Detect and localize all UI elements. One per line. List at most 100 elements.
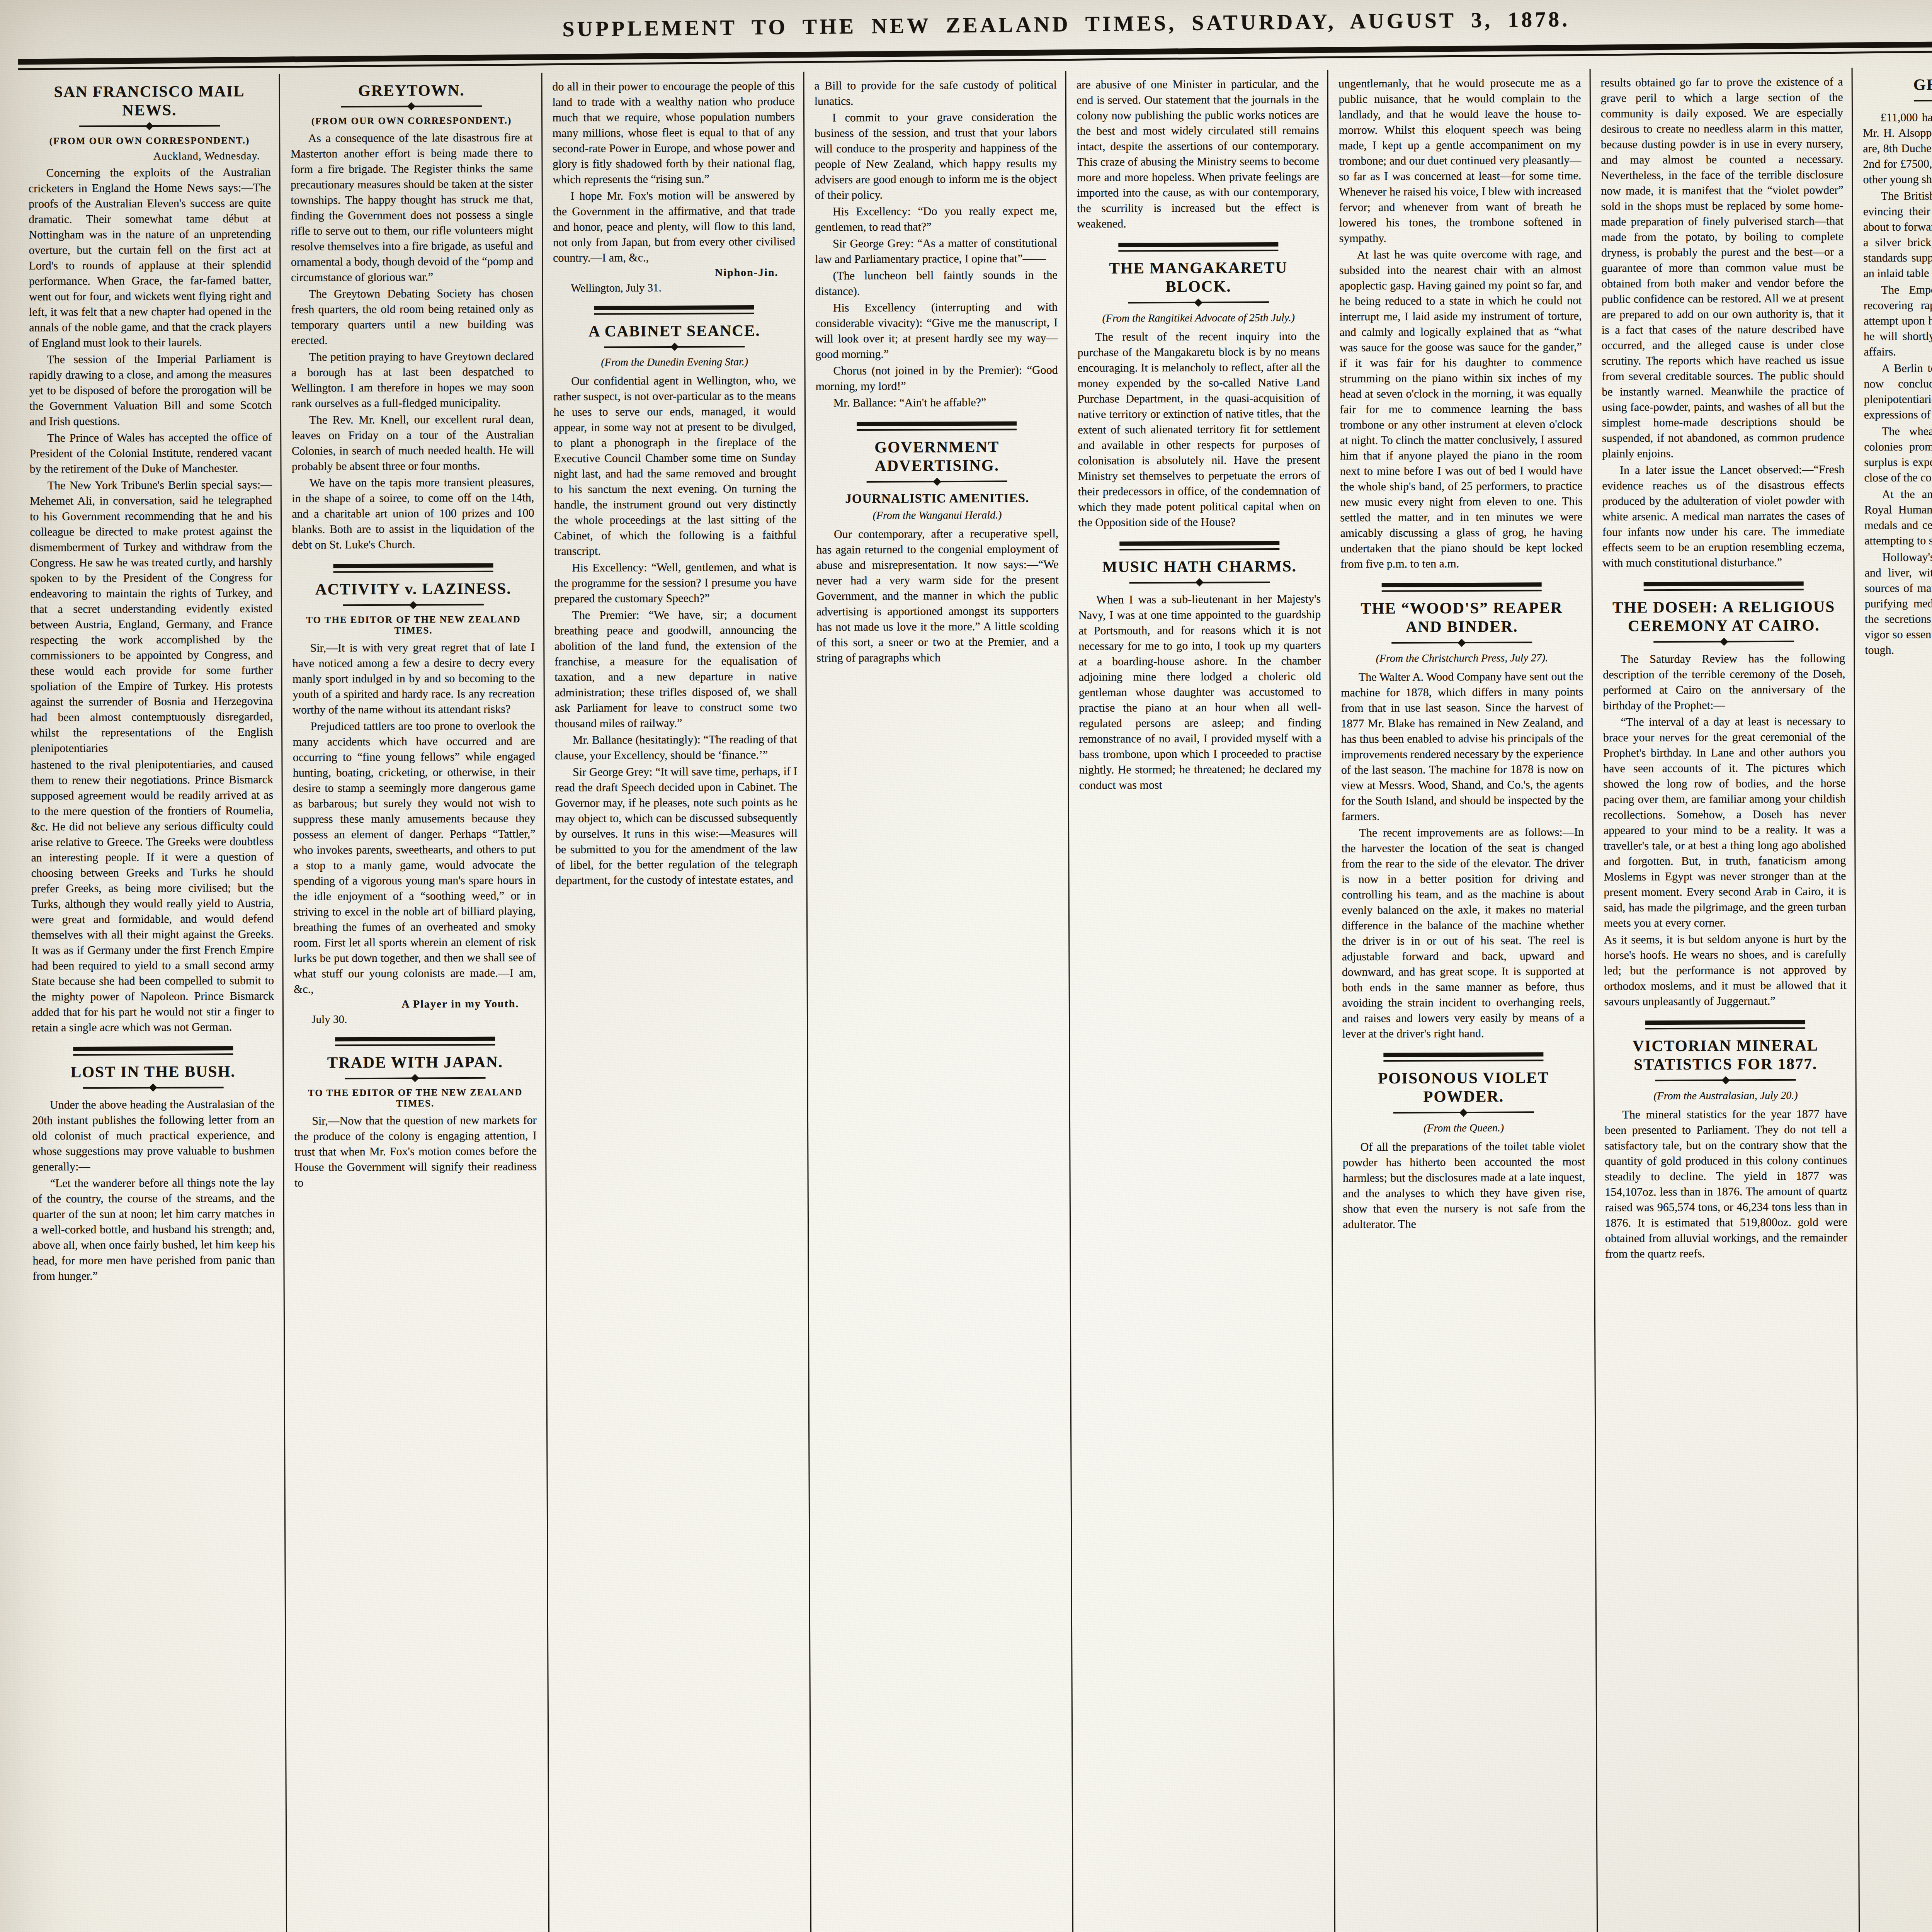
column-grid: SAN FRANCISCO MAIL NEWS. (FROM OUR OWN CO… [18, 67, 1932, 1932]
correspondent-line: (FROM OUR OWN CORRESPONDENT.) [290, 115, 532, 127]
body-paragraph: Sir,—Now that the question of new market… [294, 1112, 537, 1190]
section-divider [1383, 1052, 1543, 1062]
section-divider [1382, 582, 1542, 592]
body-paragraph: Concerning the exploits of the Australia… [29, 164, 272, 350]
ornament-divider [341, 103, 482, 109]
section-divider [335, 1036, 495, 1046]
body-paragraph: I hope Mr. Fox's motion will be answered… [553, 187, 795, 265]
body-paragraph: Mr. Ballance: “Ain't he affable?” [816, 394, 1058, 410]
source-line: (From the Wanganui Herald.) [816, 509, 1058, 522]
diamond-ornament [411, 1074, 419, 1082]
body-paragraph: The New York Tribune's Berlin special sa… [30, 477, 273, 756]
column-1: SAN FRANCISCO MAIL NEWS. (FROM OUR OWN CO… [18, 74, 290, 1932]
body-paragraph: Our confidential agent in Wellington, wh… [553, 372, 796, 559]
section-divider [1118, 242, 1278, 252]
newspaper-page: { "masthead": { "title": "SUPPLEMENT TO … [0, 0, 1932, 1932]
ornament-divider [343, 602, 484, 608]
ornament-divider [79, 123, 220, 129]
body-paragraph: His Excellency: “Do you really expect me… [815, 203, 1058, 235]
section-divider [857, 421, 1017, 431]
body-paragraph: His Excellency: “Well, gentlemen, and wh… [554, 559, 797, 606]
column-6: ungentlemanly, that he would prosecute m… [1328, 69, 1600, 1932]
source-line: (From the Australasian, July 20.) [1604, 1089, 1847, 1102]
page-content: SUPPLEMENT TO THE NEW ZEALAND TIMES, SAT… [0, 7, 1932, 1932]
article-headline: THE DOSEH: A RELIGIOUS CEREMONY AT CAIRO… [1602, 597, 1845, 635]
diamond-ornament [407, 102, 415, 111]
diamond-ornament [1721, 1076, 1730, 1084]
article-headline: ACTIVITY v. LAZINESS. [292, 579, 534, 599]
body-paragraph: The British residents in California, des… [1863, 187, 1932, 281]
body-paragraph: (The luncheon bell faintly sounds in the… [815, 267, 1058, 299]
body-paragraph: Sir,—It is with very great regret that o… [292, 639, 535, 717]
section-divider [594, 305, 754, 315]
source-line: (From the Rangitikei Advocate of 25th Ju… [1077, 311, 1320, 324]
body-paragraph: Sir George Grey: “It will save time, per… [555, 764, 798, 888]
article-subheadline: JOURNALISTIC AMENITIES. [816, 490, 1058, 507]
body-paragraph: results obtained go far to prove the exi… [1600, 74, 1844, 461]
signature: Niphon-Jin. [553, 266, 795, 279]
masthead-title: SUPPLEMENT TO THE NEW ZEALAND TIMES, SAT… [23, 1, 1932, 47]
dateline: Auckland, Wednesday. [28, 150, 270, 163]
body-paragraph: The recent improvements are as follows:—… [1341, 824, 1584, 1041]
body-paragraph: The wheat crop throughout the Australian… [1864, 423, 1932, 485]
ornament-divider [345, 1075, 486, 1081]
signature: A Player in my Youth. [294, 997, 536, 1010]
body-paragraph: As it seems, it is but seldom anyone is … [1604, 931, 1847, 1009]
body-paragraph: At last he was quite overcome with rage,… [1339, 246, 1583, 571]
masthead-rule [18, 40, 1932, 70]
diamond-ornament [1720, 638, 1728, 646]
body-paragraph: The mineral statistics for the year 1877… [1604, 1106, 1847, 1261]
body-paragraph: The Saturday Review has the following de… [1603, 650, 1845, 713]
body-paragraph: are abusive of one Minister in particula… [1077, 76, 1320, 231]
column-8: GENERAL NEWS.£11,000 have been paid in E… [1852, 67, 1932, 1932]
section-divider [73, 1046, 233, 1056]
body-paragraph: The Prince of Wales has accepted the off… [29, 429, 272, 476]
section-divider [1119, 541, 1279, 551]
article-headline: GREYTOWN. [290, 80, 532, 100]
column-4: a Bill to provide for the safe custody o… [804, 71, 1076, 1932]
article-headline: VICTORIAN MINERAL STATISTICS FOR 1877. [1604, 1036, 1847, 1074]
body-paragraph: Of all the preparations of the toilet ta… [1342, 1138, 1585, 1231]
ornament-divider [83, 1085, 223, 1091]
body-paragraph: Chorus (not joined in by the Premier): “… [815, 362, 1058, 394]
section-divider [333, 563, 493, 573]
article-headline: SAN FRANCISCO MAIL NEWS. [28, 82, 271, 120]
column-3: do all in their power to encourage the p… [542, 72, 814, 1932]
body-paragraph: A Berlin telegram states that the Congre… [1864, 360, 1932, 422]
ornament-divider [1653, 639, 1794, 645]
article-headline: THE “WOOD'S” REAPER AND BINDER. [1340, 598, 1583, 636]
body-paragraph: His Excellency (interrupting and with co… [815, 299, 1058, 362]
body-paragraph: The Premier: “We have, sir; a document b… [554, 607, 797, 731]
dateline: Wellington, July 31. [553, 281, 795, 294]
source-line: (From the Queen.) [1342, 1121, 1585, 1134]
ornament-divider [1128, 299, 1269, 306]
body-paragraph: “The interval of a day at least is neces… [1603, 713, 1846, 930]
diamond-ornament [145, 122, 153, 130]
body-paragraph: do all in their power to encourage the p… [552, 78, 795, 187]
article-headline: LOST IN THE BUSH. [32, 1062, 274, 1082]
source-line: (From the Christchurch Press, July 27). [1341, 651, 1583, 665]
correspondent-line: TO THE EDITOR OF THE NEW ZEALAND TIMES. [292, 614, 534, 636]
diamond-ornament [149, 1083, 157, 1092]
dateline: July 30. [294, 1012, 536, 1026]
body-paragraph: As a consequence of the late disastrous … [290, 130, 533, 285]
correspondent-line: (FROM OUR OWN CORRESPONDENT.) [28, 135, 270, 146]
body-paragraph: At the annual distribution of awards of … [1864, 486, 1932, 548]
article-headline: GOVERNMENT ADVERTISING. [816, 437, 1058, 475]
article-headline: THE MANGAKARETU BLOCK. [1077, 258, 1320, 296]
article-headline: A CABINET SEANCE. [553, 321, 796, 341]
diamond-ornament [933, 478, 941, 486]
ornament-divider [1129, 579, 1270, 585]
body-paragraph: Prejudiced tattlers are too prone to ove… [293, 718, 536, 997]
column-2: GREYTOWN. (FROM OUR OWN CORRESPONDENT.) As… [280, 73, 552, 1932]
article-headline: TRADE WITH JAPAN. [294, 1052, 536, 1072]
masthead: SUPPLEMENT TO THE NEW ZEALAND TIMES, SAT… [23, 1, 1932, 47]
body-paragraph: In a later issue the Lancet observed:—“F… [1602, 461, 1845, 570]
article-headline: MUSIC HATH CHARMS. [1078, 556, 1320, 576]
correspondent-line: TO THE EDITOR OF THE NEW ZEALAND TIMES. [294, 1087, 536, 1109]
body-paragraph: Mr. Ballance (hesitatingly): “The readin… [555, 731, 798, 763]
body-paragraph: hastened to the rival plenipotentiaries,… [31, 756, 274, 1035]
diamond-ornament [1458, 639, 1466, 647]
ornament-divider [1391, 639, 1532, 646]
body-paragraph: The result of the recent inquiry into th… [1077, 328, 1320, 530]
